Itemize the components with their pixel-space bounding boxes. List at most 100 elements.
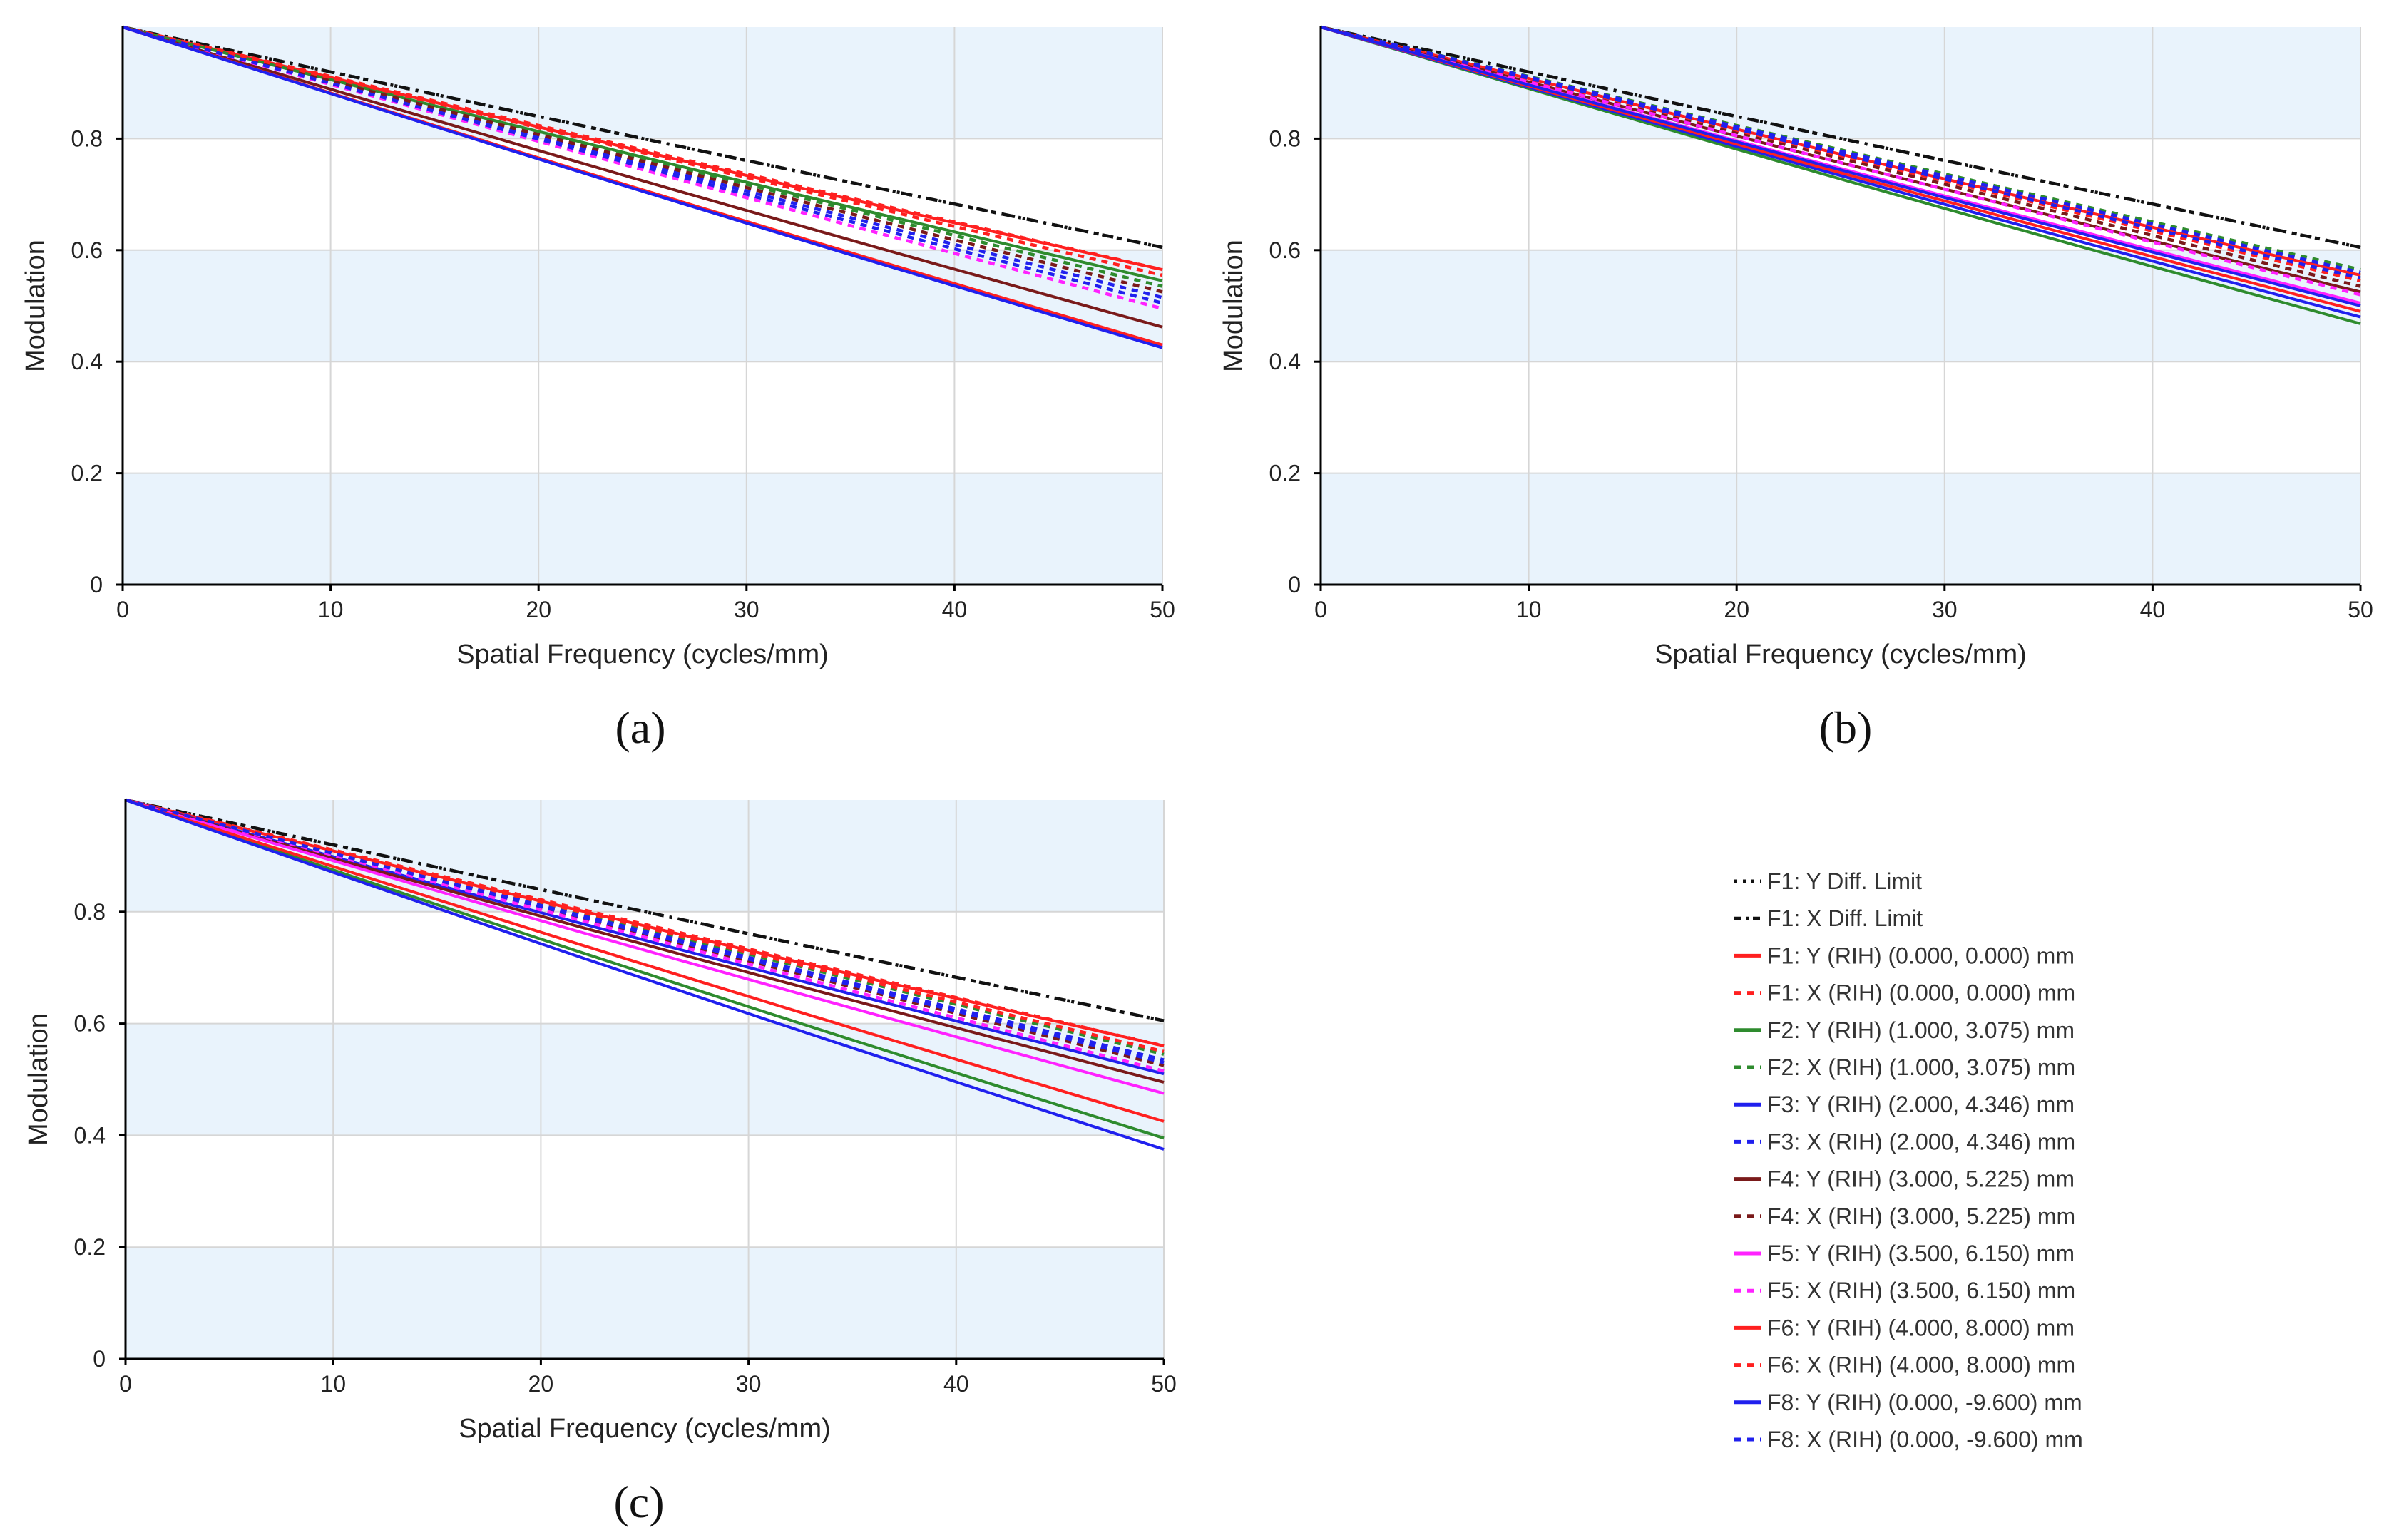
x-tick-label: 30: [1932, 597, 1958, 622]
background-band: [1321, 473, 2360, 585]
legend-item: F4: X (RIH) (3.000, 5.225) mm: [1734, 1203, 2075, 1229]
series-line: [122, 25, 1163, 299]
y-tick-label: 0.4: [74, 1122, 106, 1148]
legend-item: F5: Y (RIH) (3.500, 6.150) mm: [1734, 1241, 2075, 1266]
x-tick-label: 40: [2140, 597, 2166, 622]
series-line: [125, 798, 1165, 1053]
y-tick-label: 0.4: [71, 349, 103, 374]
y-axis-title: Modulation: [1219, 240, 1249, 372]
y-tick-label: 0.2: [1269, 461, 1301, 486]
legend-label: F5: Y (RIH) (3.500, 6.150) mm: [1767, 1241, 2075, 1266]
legend-label: F5: X (RIH) (3.500, 6.150) mm: [1767, 1278, 2075, 1303]
background-band: [123, 27, 1162, 139]
x-tick-label: 30: [734, 597, 759, 622]
chart-panel-b: 0 10 20 30 40 50 0 0.2 0.4 0.6 0.8 Spatial Frequenc…: [1219, 25, 2373, 753]
series-line: [1320, 25, 2361, 297]
series-line: [125, 798, 1165, 1073]
x-tick-label: 40: [942, 597, 968, 622]
legend-label: F8: X (RIH) (0.000, -9.600) mm: [1767, 1427, 2083, 1452]
legend-item: F1: Y Diff. Limit: [1734, 868, 1922, 894]
legend-item: F8: Y (RIH) (0.000, -9.600) mm: [1734, 1390, 2082, 1415]
series-line: [125, 798, 1165, 1022]
background-band: [126, 1247, 1164, 1359]
chart-panel-a: 0 10 20 30 40 50 0 0.2 0.4 0.6 0.8 Spatial Frequenc…: [21, 25, 1175, 753]
legend-label: F3: Y (RIH) (2.000, 4.346) mm: [1767, 1092, 2075, 1117]
legend-item: F6: Y (RIH) (4.000, 8.000) mm: [1734, 1315, 2075, 1340]
legend-item: F1: X Diff. Limit: [1734, 905, 1923, 931]
x-tick-label: 50: [2348, 597, 2373, 622]
series-line: [125, 798, 1165, 1048]
background-band: [123, 473, 1162, 585]
y-tick-label: 0: [93, 1346, 106, 1372]
x-tick-label: 20: [1724, 597, 1749, 622]
series-line: [125, 798, 1165, 1064]
legend-label: F1: X (RIH) (0.000, 0.000) mm: [1767, 980, 2075, 1006]
y-tick-label: 0.8: [1269, 125, 1301, 151]
y-tick-label: 0.2: [71, 461, 103, 486]
x-tick-label: 10: [1516, 597, 1542, 622]
y-axis-title: Modulation: [24, 1013, 53, 1146]
y-tick-label: 0.8: [71, 125, 103, 151]
series-line: [122, 26, 1163, 329]
x-tick-label: 0: [116, 597, 129, 622]
legend-label: F1: Y (RIH) (0.000, 0.000) mm: [1767, 943, 2075, 968]
legend-item: F4: Y (RIH) (3.000, 5.225) mm: [1734, 1166, 2075, 1192]
series-line: [1320, 25, 2361, 250]
legend-label: F6: Y (RIH) (4.000, 8.000) mm: [1767, 1315, 2075, 1340]
background-band: [126, 1023, 1164, 1136]
series-line: [122, 25, 1163, 277]
x-tick-label: 20: [526, 597, 551, 622]
legend-label: F3: X (RIH) (2.000, 4.346) mm: [1767, 1129, 2075, 1154]
series-line: [122, 25, 1163, 288]
legend-label: F1: X Diff. Limit: [1767, 905, 1923, 931]
panel-caption: (c): [613, 1477, 664, 1527]
series-line: [125, 799, 1165, 1151]
x-tick-label: 0: [119, 1371, 132, 1397]
series-line: [122, 25, 1163, 272]
chart-panel-c: 0 10 20 30 40 50 0 0.2 0.4 0.6 0.8 Spatial Frequenc…: [24, 798, 1177, 1527]
x-tick-label: 10: [318, 597, 344, 622]
y-tick-label: 0.4: [1269, 349, 1301, 374]
series-line: [1320, 26, 2361, 307]
background-band: [1321, 27, 2360, 139]
y-tick-label: 0: [1288, 572, 1301, 597]
y-axis-title: Modulation: [21, 240, 51, 372]
series-line: [1320, 25, 2361, 274]
legend-item: F1: X (RIH) (0.000, 0.000) mm: [1734, 980, 2075, 1006]
y-tick-label: 0.6: [74, 1011, 106, 1037]
y-tick-label: 0.2: [74, 1234, 106, 1260]
legend-label: F2: Y (RIH) (1.000, 3.075) mm: [1767, 1017, 2075, 1043]
legend-label: F6: X (RIH) (4.000, 8.000) mm: [1767, 1352, 2075, 1378]
y-tick-label: 0.8: [74, 899, 106, 925]
legend-item: F5: X (RIH) (3.500, 6.150) mm: [1734, 1278, 2075, 1303]
x-tick-label: 20: [528, 1371, 554, 1397]
x-axis-title: Spatial Frequency (cycles/mm): [1654, 640, 2027, 669]
x-tick-label: 0: [1314, 597, 1327, 622]
y-tick-label: 0: [90, 572, 103, 597]
x-tick-label: 50: [1151, 1371, 1177, 1397]
legend-label: F4: X (RIH) (3.000, 5.225) mm: [1767, 1203, 2075, 1229]
legend-label: F8: Y (RIH) (0.000, -9.600) mm: [1767, 1390, 2082, 1415]
series-line: [125, 799, 1165, 1140]
series-line: [122, 25, 1163, 311]
legend-item: F2: X (RIH) (1.000, 3.075) mm: [1734, 1054, 2075, 1080]
legend: F1: Y Diff. Limit F1: X Diff. Limit F1: Y …: [1734, 868, 2083, 1452]
panel-caption: (a): [615, 702, 665, 753]
series-line: [122, 25, 1163, 294]
series-line: [122, 25, 1163, 305]
x-tick-label: 50: [1150, 597, 1175, 622]
series-line: [122, 26, 1163, 349]
legend-item: F1: Y (RIH) (0.000, 0.000) mm: [1734, 943, 2075, 968]
series-line: [1320, 25, 2361, 280]
x-tick-label: 30: [736, 1371, 762, 1397]
legend-item: F2: Y (RIH) (1.000, 3.075) mm: [1734, 1017, 2075, 1043]
legend-label: F1: Y Diff. Limit: [1767, 868, 1922, 894]
background-band: [1321, 250, 2360, 362]
x-axis-title: Spatial Frequency (cycles/mm): [459, 1414, 831, 1444]
legend-label: F4: Y (RIH) (3.000, 5.225) mm: [1767, 1166, 2075, 1192]
series-line: [122, 25, 1163, 250]
series-line: [125, 799, 1165, 1123]
series-line: [125, 799, 1165, 1095]
series-line: [125, 799, 1165, 1084]
